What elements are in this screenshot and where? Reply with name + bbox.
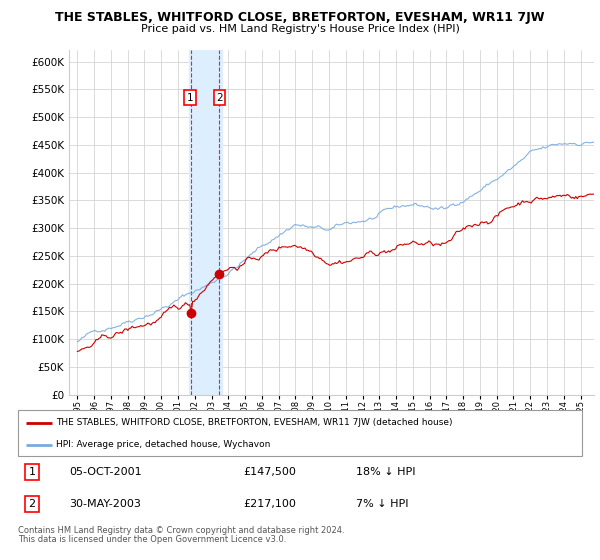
Text: THE STABLES, WHITFORD CLOSE, BRETFORTON, EVESHAM, WR11 7JW (detached house): THE STABLES, WHITFORD CLOSE, BRETFORTON,…	[56, 418, 453, 427]
Text: Contains HM Land Registry data © Crown copyright and database right 2024.: Contains HM Land Registry data © Crown c…	[18, 526, 344, 535]
Text: 18% ↓ HPI: 18% ↓ HPI	[356, 467, 416, 477]
Text: This data is licensed under the Open Government Licence v3.0.: This data is licensed under the Open Gov…	[18, 535, 286, 544]
Text: THE STABLES, WHITFORD CLOSE, BRETFORTON, EVESHAM, WR11 7JW: THE STABLES, WHITFORD CLOSE, BRETFORTON,…	[55, 11, 545, 24]
Text: 30-MAY-2003: 30-MAY-2003	[69, 499, 140, 509]
Text: £217,100: £217,100	[244, 499, 296, 509]
Text: 7% ↓ HPI: 7% ↓ HPI	[356, 499, 409, 509]
Text: 05-OCT-2001: 05-OCT-2001	[69, 467, 142, 477]
Text: Price paid vs. HM Land Registry's House Price Index (HPI): Price paid vs. HM Land Registry's House …	[140, 24, 460, 34]
Text: HPI: Average price, detached house, Wychavon: HPI: Average price, detached house, Wych…	[56, 440, 271, 449]
Bar	[189, 50, 221, 395]
Text: 1: 1	[187, 92, 193, 102]
FancyBboxPatch shape	[18, 410, 582, 456]
Text: 2: 2	[216, 92, 223, 102]
Text: 2: 2	[29, 499, 35, 509]
Text: 1: 1	[29, 467, 35, 477]
Text: £147,500: £147,500	[244, 467, 296, 477]
